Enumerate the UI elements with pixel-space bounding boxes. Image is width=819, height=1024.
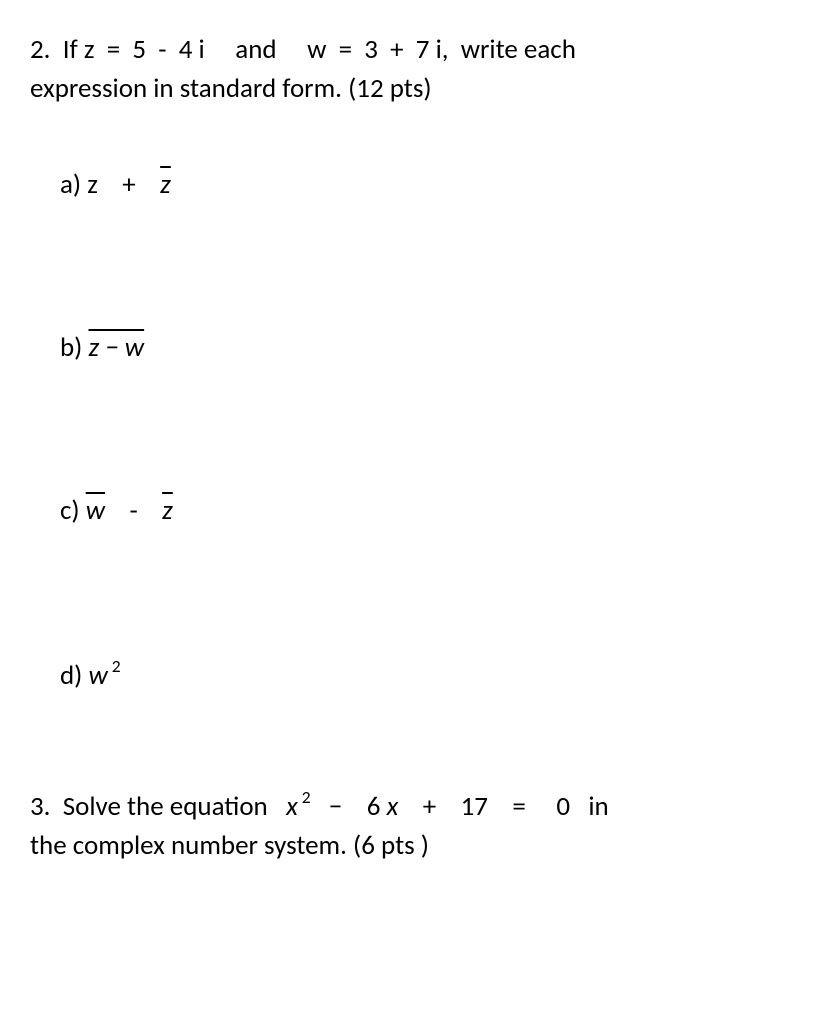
exponent-2: 2 bbox=[108, 655, 121, 677]
part-b: b) z − w bbox=[60, 331, 789, 364]
part-d-label: d) bbox=[60, 659, 88, 692]
question-2-prompt: 2. If z = 5 - 4 i and w = 3 + 7 i, write… bbox=[30, 30, 789, 108]
w-var: w bbox=[88, 659, 107, 692]
math-worksheet-page: 2. If z = 5 - 4 i and w = 3 + 7 i, write… bbox=[0, 0, 819, 896]
part-a-plus: + bbox=[98, 168, 160, 201]
part-c-label: c) bbox=[60, 494, 86, 527]
part-a-label: a) z bbox=[60, 168, 98, 201]
q3-line2: the complex number system. (6 pts ) bbox=[30, 829, 429, 862]
part-c-minus: - bbox=[105, 494, 162, 527]
part-a: a) z + z bbox=[60, 168, 789, 201]
x-squared-exp: 2 bbox=[298, 786, 311, 808]
x-var-2: x bbox=[387, 790, 399, 823]
x-var: x bbox=[286, 790, 298, 823]
z-bar-2: z bbox=[162, 494, 173, 527]
part-c: c) w - z bbox=[60, 494, 789, 527]
q3-line1a: 3. Solve the equation bbox=[30, 790, 286, 823]
q3-line1b: − 6 bbox=[311, 790, 387, 823]
part-d: d) w 2 bbox=[60, 657, 789, 692]
z-minus-w-bar: z − w bbox=[88, 331, 144, 364]
q3-line1c: + 17 = 0 in bbox=[398, 790, 608, 823]
w-bar: w bbox=[86, 494, 105, 527]
part-b-label: b) bbox=[60, 331, 88, 364]
z-bar: z bbox=[160, 168, 171, 201]
question-3-prompt: 3. Solve the equation x 2 − 6 x + 17 = 0… bbox=[30, 787, 789, 865]
q2-line2: expression in standard form. (12 pts) bbox=[30, 72, 432, 105]
q2-line1: 2. If z = 5 - 4 i and w = 3 + 7 i, write… bbox=[30, 33, 576, 66]
